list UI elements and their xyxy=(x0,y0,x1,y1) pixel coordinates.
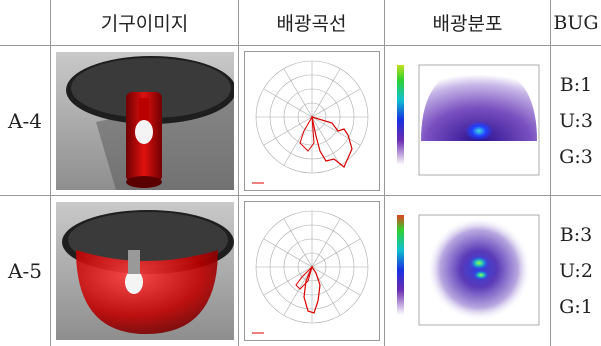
header-cell: BUG xyxy=(551,0,601,46)
table: 기구이미지 배광곡선 배광분포 BUG A-4 xyxy=(0,0,601,346)
bug-rating: B:3 xyxy=(560,217,592,253)
bug-cell: B:1 U:3 G:3 xyxy=(551,46,601,196)
curve-cell xyxy=(239,196,385,346)
distribution-map xyxy=(391,201,545,341)
header-cell xyxy=(0,0,51,46)
bug-rating: G:3 xyxy=(559,139,593,175)
curve-cell xyxy=(239,46,385,196)
polar-curve xyxy=(244,51,380,191)
distribution-cell xyxy=(385,196,551,346)
bug-rating: U:2 xyxy=(559,253,593,289)
bug-cell: B:3 U:2 G:1 xyxy=(551,196,601,346)
fixture-image xyxy=(56,52,234,190)
bug-rating: B:1 xyxy=(560,67,592,103)
bug-rating: G:1 xyxy=(559,289,593,325)
polar-curve xyxy=(244,201,380,341)
fixture-image xyxy=(56,202,234,340)
header-cell: 기구이미지 xyxy=(51,0,239,46)
image-cell xyxy=(51,46,239,196)
header-cell: 배광곡선 xyxy=(239,0,385,46)
row-id: A-4 xyxy=(0,46,51,196)
distribution-map xyxy=(391,51,545,191)
row-id: A-5 xyxy=(0,196,51,346)
distribution-cell xyxy=(385,46,551,196)
bug-rating: U:3 xyxy=(559,103,593,139)
image-cell xyxy=(51,196,239,346)
header-cell: 배광분포 xyxy=(385,0,551,46)
